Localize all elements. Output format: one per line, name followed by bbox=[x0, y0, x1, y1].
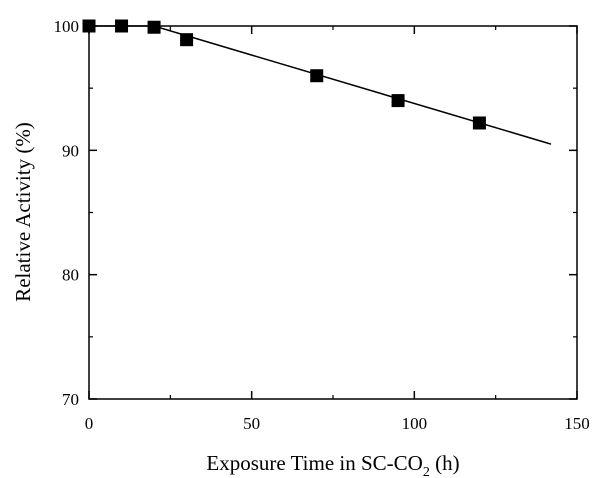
data-point bbox=[147, 20, 161, 34]
x-tick-label: 50 bbox=[243, 414, 260, 433]
plot-frame bbox=[88, 25, 578, 400]
x-axis-title-main: Exposure Time in SC-CO bbox=[206, 451, 422, 475]
data-point bbox=[310, 69, 324, 83]
x-axis-title-subscript: 2 bbox=[423, 465, 430, 478]
y-tick-label: 80 bbox=[62, 266, 79, 285]
data-point bbox=[115, 19, 129, 33]
y-tick-label: 70 bbox=[62, 390, 79, 409]
data-point bbox=[180, 33, 194, 47]
y-axis-title: Relative Activity (%) bbox=[11, 122, 35, 302]
x-axis-title: Exposure Time in SC-CO2 (h) bbox=[206, 451, 459, 478]
axis-ticks bbox=[88, 25, 578, 400]
x-axis-title-unit: (h) bbox=[430, 451, 460, 475]
data-point bbox=[391, 94, 405, 108]
data-points bbox=[82, 19, 486, 130]
x-tick-label: 0 bbox=[85, 414, 94, 433]
data-point bbox=[82, 19, 96, 33]
data-point bbox=[472, 116, 486, 130]
y-tick-label: 90 bbox=[62, 141, 79, 160]
y-tick-label: 100 bbox=[54, 17, 80, 36]
x-tick-label: 150 bbox=[564, 414, 590, 433]
x-tick-label: 100 bbox=[402, 414, 428, 433]
tick-labels: 0 50 100 150 70 80 90 100 bbox=[54, 17, 590, 433]
